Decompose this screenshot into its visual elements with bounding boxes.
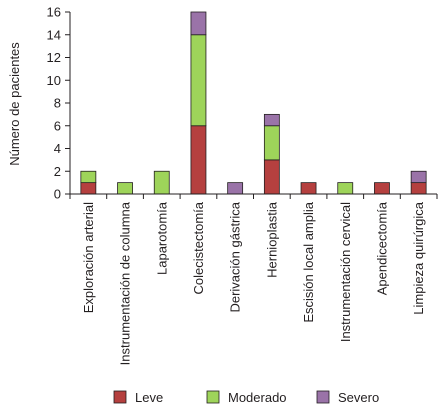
- bar-segment-leve: [300, 182, 317, 195]
- y-tick-label: 10: [47, 73, 61, 88]
- x-tick-label: Escisión local amplia: [301, 201, 316, 322]
- bar-segment-leve: [80, 182, 97, 195]
- legend-swatch-moderado: [206, 390, 220, 404]
- y-tick-label: 16: [47, 5, 61, 20]
- bar-segment-leve: [374, 182, 390, 195]
- y-tick-label: 2: [54, 164, 61, 179]
- x-tick-label: Instrumentación cervical: [338, 202, 353, 342]
- x-axis-ticks: Exploración arterial Instrumentación de c…: [69, 194, 438, 365]
- bar-segment-severo: [227, 182, 244, 195]
- y-tick-label: 4: [54, 141, 61, 156]
- legend-label: Moderado: [228, 390, 287, 405]
- bar-segment-leve: [410, 182, 427, 195]
- x-tick-label: Instrumentación de columna: [118, 201, 133, 365]
- bar-segment-leve: [190, 125, 207, 195]
- legend: Leve Moderado Severo: [113, 390, 379, 405]
- x-tick-label: Apendicectomía: [374, 201, 389, 295]
- bar-segment-moderado: [263, 125, 280, 161]
- bar-segment-moderado: [337, 182, 354, 195]
- x-tick-label: Colecistectomía: [191, 201, 206, 294]
- x-tick-label: Laparotomía: [154, 201, 169, 275]
- y-tick-label: 6: [54, 118, 61, 133]
- bar-segment-severo: [190, 11, 207, 36]
- legend-swatch-leve: [113, 390, 127, 404]
- bar-segment-moderado: [117, 182, 133, 195]
- bar-segment-severo: [410, 170, 427, 184]
- legend-swatch-severo: [316, 390, 330, 404]
- bar-segment-moderado: [153, 170, 170, 195]
- y-axis-ticks: 0 2 4 6 8 10 12 14 16: [47, 5, 70, 202]
- y-tick-label: 12: [47, 50, 61, 65]
- y-axis-title: Número de pacientes: [7, 42, 22, 166]
- x-tick-label: Exploración arterial: [81, 202, 96, 313]
- x-tick-label: Limpieza quirúrgica: [411, 201, 426, 314]
- y-tick-label: 8: [54, 96, 61, 111]
- bar-segment-moderado: [190, 34, 207, 127]
- y-tick-label: 0: [54, 187, 61, 202]
- bar-segment-severo: [263, 113, 280, 127]
- bar-segment-leve: [263, 159, 280, 195]
- legend-label: Leve: [135, 390, 163, 405]
- x-tick-label: Hernioplastia: [264, 201, 279, 278]
- bars: [80, 11, 427, 195]
- bar-segment-moderado: [80, 170, 97, 184]
- x-tick-label: Derivación gástrica: [228, 201, 243, 312]
- y-tick-label: 14: [47, 27, 61, 42]
- legend-label: Severo: [338, 390, 379, 405]
